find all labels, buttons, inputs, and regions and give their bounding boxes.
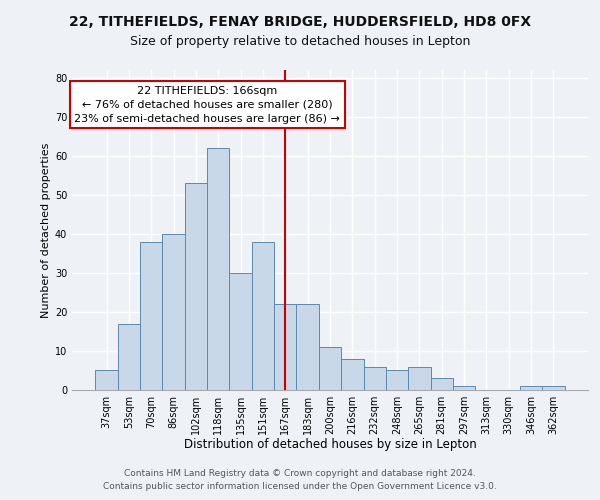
Bar [140, 242, 163, 390]
Bar [341, 359, 364, 390]
Text: 22 TITHEFIELDS: 166sqm
← 76% of detached houses are smaller (280)
23% of semi-de: 22 TITHEFIELDS: 166sqm ← 76% of detached… [74, 86, 340, 124]
Text: Contains public sector information licensed under the Open Government Licence v3: Contains public sector information licen… [103, 482, 497, 491]
Bar [386, 370, 408, 390]
Bar [274, 304, 296, 390]
Bar [542, 386, 565, 390]
Text: Size of property relative to detached houses in Lepton: Size of property relative to detached ho… [130, 35, 470, 48]
Bar [229, 273, 252, 390]
X-axis label: Distribution of detached houses by size in Lepton: Distribution of detached houses by size … [184, 438, 476, 452]
Bar [118, 324, 140, 390]
Bar [296, 304, 319, 390]
Text: Contains HM Land Registry data © Crown copyright and database right 2024.: Contains HM Land Registry data © Crown c… [124, 468, 476, 477]
Bar [319, 347, 341, 390]
Bar [163, 234, 185, 390]
Bar [207, 148, 229, 390]
Text: 22, TITHEFIELDS, FENAY BRIDGE, HUDDERSFIELD, HD8 0FX: 22, TITHEFIELDS, FENAY BRIDGE, HUDDERSFI… [69, 15, 531, 29]
Bar [95, 370, 118, 390]
Bar [431, 378, 453, 390]
Y-axis label: Number of detached properties: Number of detached properties [41, 142, 50, 318]
Bar [252, 242, 274, 390]
Bar [520, 386, 542, 390]
Bar [453, 386, 475, 390]
Bar [408, 366, 431, 390]
Bar [364, 366, 386, 390]
Bar [185, 183, 207, 390]
